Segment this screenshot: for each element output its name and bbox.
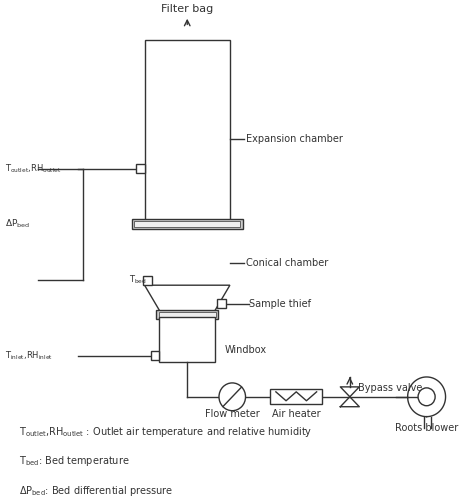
Bar [134, 221, 240, 227]
Circle shape [219, 383, 246, 411]
Bar [159, 317, 215, 362]
Text: Air heater: Air heater [272, 409, 320, 419]
Bar [143, 276, 152, 285]
Text: Expansion chamber: Expansion chamber [246, 134, 343, 144]
Text: Conical chamber: Conical chamber [246, 258, 329, 268]
Text: T$_{\rm outlet}$,RH$_{\rm outlet}$ : Outlet air temperature and relative humidit: T$_{\rm outlet}$,RH$_{\rm outlet}$ : Out… [19, 425, 312, 438]
Circle shape [418, 388, 435, 406]
Bar [159, 312, 216, 317]
Text: T$_{\rm inlet}$,RH$_{\rm inlet}$: T$_{\rm inlet}$,RH$_{\rm inlet}$ [5, 349, 53, 362]
Text: Filter bag: Filter bag [161, 4, 213, 14]
Bar [151, 351, 159, 360]
Text: Sample thief: Sample thief [249, 299, 311, 309]
Text: $\Delta$P$_{\rm bed}$: $\Delta$P$_{\rm bed}$ [5, 218, 30, 231]
Text: Windbox: Windbox [225, 345, 267, 355]
Text: Flow meter: Flow meter [205, 409, 260, 419]
Polygon shape [145, 285, 230, 315]
Text: T$_{\rm outlet}$,RH$_{\rm outlet}$: T$_{\rm outlet}$,RH$_{\rm outlet}$ [5, 162, 61, 175]
Text: T$_{\rm bed}$: Bed temperature: T$_{\rm bed}$: Bed temperature [19, 454, 129, 468]
Bar [270, 389, 322, 404]
Bar [217, 299, 226, 308]
Text: Bypass valve: Bypass valve [358, 383, 422, 393]
Bar [136, 164, 145, 173]
Text: Roots blower: Roots blower [395, 423, 458, 433]
Text: T$_{\rm bed}$: T$_{\rm bed}$ [129, 274, 147, 287]
Bar [156, 310, 218, 319]
Bar [145, 40, 230, 223]
Bar [132, 219, 243, 229]
Text: $\Delta$P$_{\rm bed}$: Bed differential pressure: $\Delta$P$_{\rm bed}$: Bed differential … [19, 484, 173, 496]
